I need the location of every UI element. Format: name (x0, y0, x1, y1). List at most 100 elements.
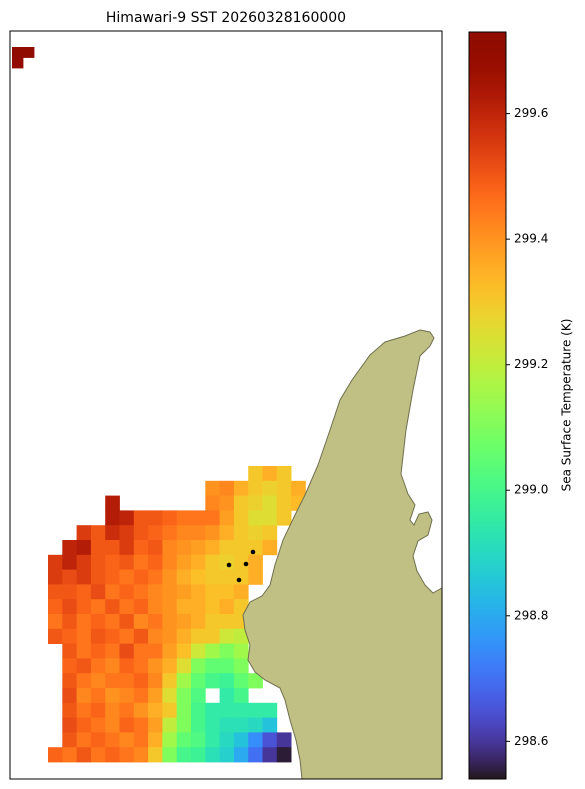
sst-cell (148, 732, 163, 748)
sst-cell (105, 658, 120, 674)
sst-cell (105, 732, 120, 748)
sst-cell (233, 584, 249, 600)
sst-cell (62, 747, 77, 763)
sst-cell (105, 510, 120, 526)
sst-cell (219, 510, 235, 526)
sst-cell (119, 688, 135, 704)
sst-cell (191, 717, 206, 733)
sst-cell (248, 717, 263, 733)
sst-cell (176, 702, 192, 718)
sst-cell (233, 643, 249, 659)
sst-cell (76, 702, 92, 718)
sst-cell (148, 510, 163, 526)
sst-cell (219, 599, 235, 615)
sst-cell (76, 525, 92, 541)
sst-cell (133, 673, 149, 689)
sst-cell (248, 569, 263, 585)
sst-cell (176, 688, 192, 704)
sst-cell (219, 643, 235, 659)
sst-cell (62, 643, 77, 659)
sst-cell (133, 628, 149, 644)
sst-cell (48, 599, 63, 615)
sst-cell (276, 495, 292, 511)
sst-cell (119, 554, 135, 570)
sst-cell (62, 628, 77, 644)
sst-cell (105, 569, 120, 585)
sst-cell (191, 554, 206, 570)
sst-cell (133, 540, 149, 556)
sst-cell (248, 525, 263, 541)
sst-cell (105, 688, 120, 704)
sst-cell (233, 688, 249, 704)
sst-cell (62, 540, 77, 556)
sst-cell (90, 717, 106, 733)
sst-cell (291, 480, 306, 496)
sst-cell (176, 614, 192, 630)
sst-cell (191, 614, 206, 630)
sst-cell (233, 569, 249, 585)
sst-cell (90, 702, 106, 718)
sst-cell (191, 510, 206, 526)
sst-cell (276, 510, 292, 526)
sst-cell (90, 614, 106, 630)
sst-cell (148, 658, 163, 674)
sst-cell (148, 554, 163, 570)
sst-cell (119, 614, 135, 630)
sst-cell (191, 673, 206, 689)
sst-cell (205, 495, 220, 511)
sst-cell (162, 614, 178, 630)
sst-cell (162, 554, 178, 570)
sst-cell (205, 717, 220, 733)
sst-cell (233, 628, 249, 644)
sst-cell (205, 525, 220, 541)
sst-cell (105, 747, 120, 763)
sst-cell (105, 673, 120, 689)
sst-cell (90, 525, 106, 541)
sst-cell (76, 569, 92, 585)
sst-cell (48, 554, 63, 570)
sst-cell (119, 702, 135, 718)
sst-cell (148, 540, 163, 556)
sst-cell (162, 599, 178, 615)
sst-cell (191, 569, 206, 585)
sst-cell (162, 688, 178, 704)
sst-cell (76, 540, 92, 556)
sst-cell (148, 525, 163, 541)
sst-cell (76, 643, 92, 659)
sst-cell (133, 658, 149, 674)
sst-cell (48, 584, 63, 600)
sst-cell (148, 614, 163, 630)
sst-cell (191, 643, 206, 659)
sst-field (12, 47, 306, 763)
sst-cell (162, 525, 178, 541)
sst-cell (248, 480, 263, 496)
sst-cell (76, 554, 92, 570)
sst-cell (148, 584, 163, 600)
sst-cell (119, 525, 135, 541)
station-dot (243, 561, 249, 567)
sst-cell (248, 702, 263, 718)
colorbar-tick-label: 299.0 (514, 483, 548, 497)
sst-cell (205, 614, 220, 630)
colorbar-tick-label: 298.8 (514, 608, 548, 622)
sst-cell (76, 732, 92, 748)
sst-cell (162, 540, 178, 556)
sst-cell (176, 658, 192, 674)
sst-cell (219, 554, 235, 570)
sst-cell (205, 569, 220, 585)
sst-cell (62, 717, 77, 733)
sst-cell (133, 643, 149, 659)
sst-cell (233, 658, 249, 674)
sst-cell (276, 747, 292, 763)
sst-cell (105, 614, 120, 630)
sst-cell (219, 717, 235, 733)
sst-cell (176, 525, 192, 541)
sst-cell (148, 702, 163, 718)
sst-cell (62, 673, 77, 689)
sst-cell (205, 628, 220, 644)
sst-cell (162, 510, 178, 526)
sst-cell (119, 540, 135, 556)
sst-cell (176, 584, 192, 600)
sst-cell (176, 510, 192, 526)
sst-cell (119, 628, 135, 644)
